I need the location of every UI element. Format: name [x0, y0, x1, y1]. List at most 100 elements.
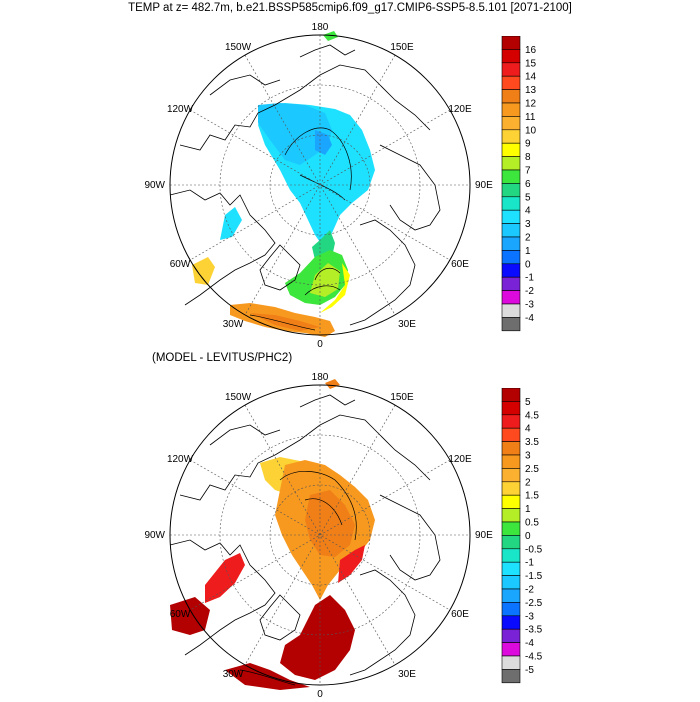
colorbar-box — [501, 223, 521, 238]
field-region-blue-2 — [315, 130, 332, 155]
lon-label: 90E — [475, 180, 493, 191]
colorbar-box — [501, 508, 521, 523]
colorbar-tick-label: 3 — [525, 451, 531, 462]
colorbar-tick-label: 1.5 — [525, 491, 539, 502]
colorbar-tick-label: 4 — [525, 206, 531, 217]
colorbar-difference: 5 4.5 4 3.5 3 2.5 2 1.5 1 0.5 0 -0.5 -1 -1.5 -2 -2.5 -3 -… — [501, 388, 543, 684]
colorbar-box — [501, 642, 521, 657]
lon-label: 90W — [144, 530, 165, 541]
colorbar-box — [501, 276, 521, 291]
temperature-field — [192, 31, 375, 337]
colorbar-box — [501, 129, 521, 144]
colorbar-box — [501, 156, 521, 171]
lon-label: 150E — [390, 392, 414, 403]
field-region-yellow-west — [192, 257, 215, 285]
panel-title-difference: (MODEL - LEVITUS/PHC2) — [152, 352, 293, 364]
field-region-blue — [258, 103, 332, 165]
lon-label: 60E — [451, 259, 469, 270]
coastlines — [169, 44, 441, 326]
lon-label: 60W — [170, 259, 191, 270]
colorbar-tick-label: 4.5 — [525, 410, 539, 421]
lon-label: 0 — [317, 339, 323, 350]
lon-label: 0 — [317, 689, 323, 700]
lon-label: 120E — [448, 454, 472, 465]
colorbar-tick-label: -3 — [525, 611, 534, 622]
lon-label: 30W — [223, 319, 244, 330]
field-region-red-west — [205, 553, 245, 603]
colorbar-tick-label: -5 — [525, 665, 534, 676]
colorbar-tick-label: 6 — [525, 179, 531, 190]
colorbar-tick-label: 9 — [525, 139, 531, 150]
colorbar-tick-label: -2 — [525, 286, 534, 297]
colorbar-box — [501, 615, 521, 630]
colorbar-box — [501, 116, 521, 131]
colorbar-box — [501, 250, 521, 265]
colorbar-box — [501, 468, 521, 483]
lon-label: 150W — [225, 392, 252, 403]
colorbar-tick-label: 2 — [525, 477, 531, 488]
colorbar-box — [501, 414, 521, 429]
map-boundary — [169, 34, 471, 336]
graticule — [170, 35, 470, 335]
colorbar-tick-label: 3 — [525, 219, 531, 230]
colorbar-box — [501, 548, 521, 563]
field-region-darkred-atlantic — [280, 595, 355, 680]
field-region-orange-dark — [305, 490, 355, 557]
colorbar-tick-label: -4 — [525, 638, 534, 649]
colorbar-box — [501, 196, 521, 211]
colorbar-box — [501, 75, 521, 90]
colorbar-tick-label: 5 — [525, 192, 531, 203]
colorbar-box — [501, 401, 521, 416]
colorbar-box — [501, 36, 521, 50]
colorbar-tick-label: 5 — [525, 397, 531, 408]
lon-label: 150E — [390, 42, 414, 53]
colorbar-tick-label: 2 — [525, 233, 531, 244]
colorbar-tick-label: -3.5 — [525, 625, 543, 636]
colorbar-box — [501, 102, 521, 117]
colorbar-box — [501, 494, 521, 509]
colorbar-box — [501, 655, 521, 670]
colorbar-box — [501, 290, 521, 305]
colorbar-tick-label: -1.5 — [525, 571, 543, 582]
colorbar-tick-label: 0 — [525, 259, 531, 270]
colorbar-box — [501, 427, 521, 442]
field-region-orange-top — [325, 379, 340, 389]
field-region-cyan-west — [220, 207, 242, 240]
colorbar-box — [501, 454, 521, 469]
colorbar-tick-label: 10 — [525, 125, 537, 136]
coastlines — [169, 394, 441, 676]
colorbar-tick-label: 13 — [525, 85, 537, 96]
colorbar-tick-label: -2.5 — [525, 598, 543, 609]
colorbar-box — [501, 169, 521, 184]
field-region-green-top — [323, 31, 338, 41]
colorbar-tick-label: 1 — [525, 504, 531, 515]
lon-label: 30E — [398, 319, 416, 330]
lon-label: 120E — [448, 104, 472, 115]
lon-label: 30E — [398, 669, 416, 680]
colorbar-box — [501, 535, 521, 550]
colorbar-box — [501, 669, 521, 684]
colorbar-box — [501, 142, 521, 157]
colorbar-tick-label: -0.5 — [525, 544, 543, 555]
colorbar-boxes — [501, 388, 521, 684]
lon-label: 150W — [225, 42, 252, 53]
colorbar-tick-label: 14 — [525, 72, 537, 83]
colorbar-box — [501, 602, 521, 617]
colorbar-tick-label: 0.5 — [525, 518, 539, 529]
colorbar-box — [501, 209, 521, 224]
colorbar-tick-label: 11 — [525, 112, 536, 123]
colorbar-boxes — [501, 36, 521, 332]
colorbar-tick-label: -2 — [525, 585, 534, 596]
field-region-yellow — [320, 263, 350, 313]
lon-label: 180 — [312, 22, 329, 33]
difference-field — [170, 379, 375, 690]
lon-label: 180 — [312, 372, 329, 383]
colorbar-box — [501, 317, 521, 332]
map-boundary — [169, 384, 471, 686]
colorbar-tick-label: 8 — [525, 152, 531, 163]
colorbar-labels: 5 4.5 4 3.5 3 2.5 2 1.5 1 0.5 0 -0.5 -1 -1.5 -2 -2.5 -3 -… — [525, 397, 543, 676]
lon-label: 120W — [167, 104, 194, 115]
colorbar-box — [501, 521, 521, 536]
colorbar-box — [501, 303, 521, 318]
